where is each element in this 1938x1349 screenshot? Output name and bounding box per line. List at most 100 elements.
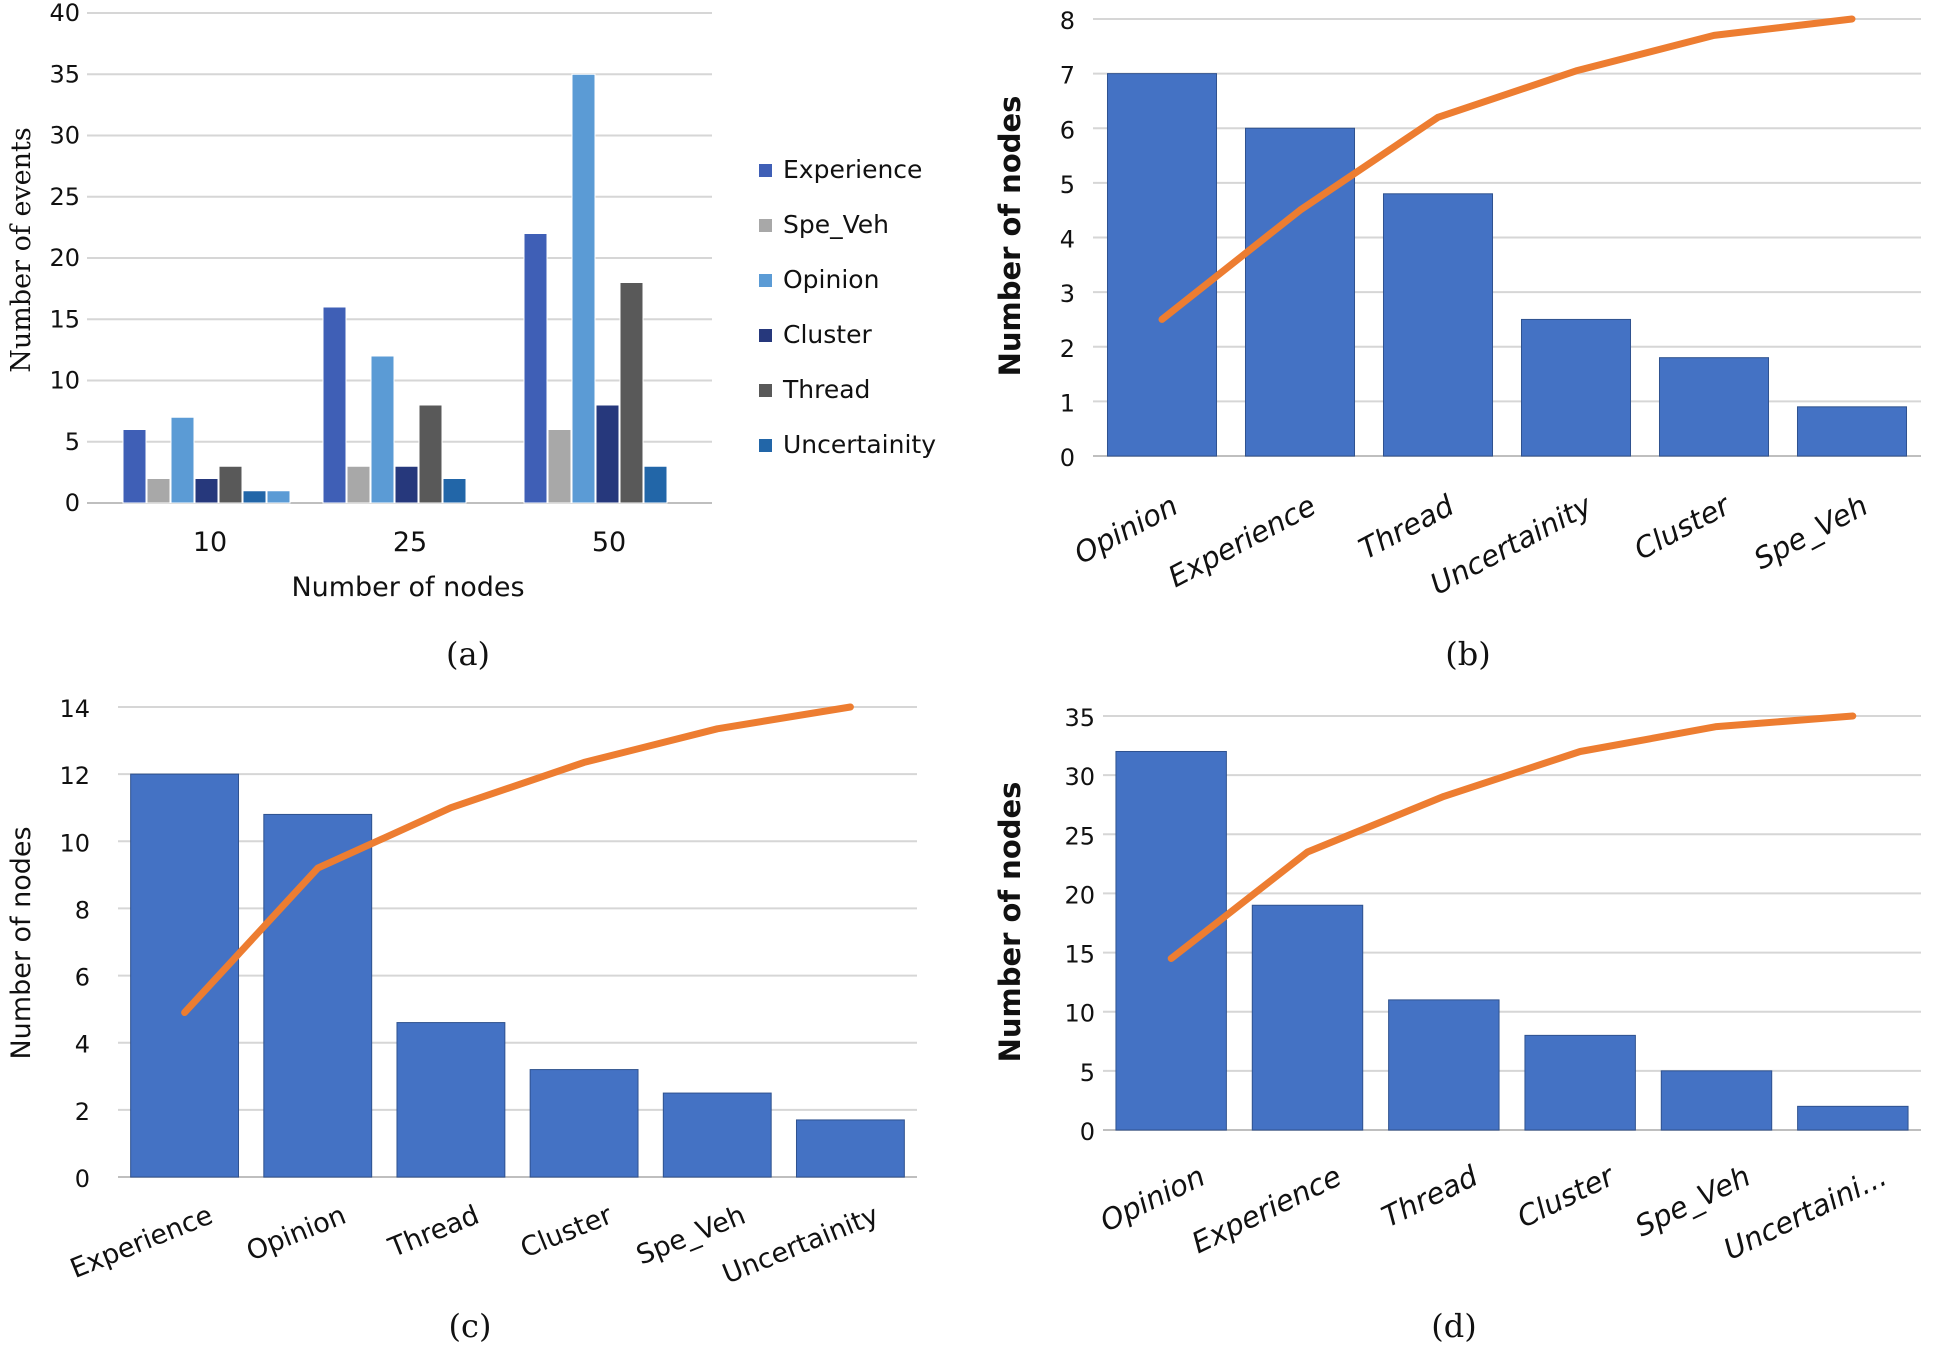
panel-d-cumulative-line (1167, 712, 1857, 962)
panel-a-y-tick-label: 40 (49, 0, 80, 27)
panel-c-bar (662, 1092, 772, 1178)
panel-c-bar (795, 1119, 905, 1178)
panel-a-caption: (a) (446, 635, 490, 673)
panel-a-bar-uncertainity (242, 490, 267, 504)
panel-a-bar-experience (122, 429, 147, 504)
panel-b-y-tick-label: 8 (1060, 7, 1075, 35)
panel-a-x-tick-labels: 10 25 50 (193, 527, 626, 558)
panel-a-legend-label: Opinion (783, 265, 879, 294)
panel-a-bar-thread (619, 282, 644, 504)
panel-a-bar-uncertainity (643, 465, 668, 504)
panel-a-legend-swatch (759, 384, 772, 397)
panel-c-bar (263, 813, 373, 1178)
panel-c-y-tick-label: 12 (59, 762, 90, 790)
panel-a-bar-cluster (194, 478, 219, 504)
panel-c-y-axis-label: Number of nodes (6, 826, 37, 1059)
panel-d-y-tick-label: 20 (1064, 881, 1095, 909)
panel-d-y-tick-label: 10 (1064, 1000, 1095, 1028)
panel-d-y-tick-labels: 0 5 10 15 20 25 30 35 (1064, 704, 1095, 1146)
panel-c-y-tick-label: 0 (75, 1165, 90, 1193)
panel-b-cumulative-line (1158, 15, 1856, 323)
panel-b-x-tick-label: Spe_Veh (1748, 488, 1873, 576)
panel-b-y-tick-label: 3 (1060, 280, 1075, 308)
panel-b-bar (1244, 127, 1356, 457)
panel-d-cumulative-line-path (1167, 712, 1857, 962)
panel-d-x-tick-label: Cluster (1512, 1158, 1621, 1235)
panel-b-bar (1520, 318, 1632, 457)
panel-a-bar-opinion (370, 355, 395, 504)
panel-b-bar (1796, 406, 1908, 457)
panel-b-y-tick-label: 0 (1060, 444, 1075, 472)
panel-d-y-tick-label: 15 (1064, 941, 1095, 969)
panel-b-caption: (b) (1445, 635, 1490, 673)
panel-a-y-tick-label: 35 (49, 60, 80, 88)
panel-a-y-axis-label: Number of events (6, 127, 37, 373)
panel-a-x-axis-label: Number of nodes (291, 572, 524, 603)
panel-c-y-tick-label: 6 (75, 964, 90, 992)
panel-a-legend-label: Uncertainity (783, 430, 936, 459)
panel-b-y-axis-label: Number of nodes (993, 96, 1027, 377)
panel-c-x-tick-label: Thread (383, 1200, 483, 1264)
panel-d-y-tick-label: 30 (1064, 763, 1095, 791)
panel-d-x-tick-label: Thread (1376, 1158, 1483, 1234)
panel-c-x-tick-label: Cluster (516, 1199, 617, 1264)
panel-a-y-tick-label: 20 (49, 244, 80, 272)
panel-d-caption: (d) (1431, 1307, 1476, 1345)
panel-c-x-tick-label: Opinion (242, 1200, 350, 1268)
panel-b-x-tick-label: Cluster (1628, 487, 1737, 566)
panel-b-y-tick-label: 5 (1060, 171, 1075, 199)
panel-b-gridlines (1093, 18, 1921, 457)
panel-d-bar (1251, 904, 1364, 1131)
panel-a-legend-swatch (759, 439, 772, 452)
panel-a-y-tick-label: 10 (49, 367, 80, 395)
panel-a-bars (122, 73, 668, 504)
panel-c-x-tick-labels: Experience Opinion Thread Cluster Spe_VehUnc… (66, 1199, 883, 1290)
panel-a-legend-label: Cluster (783, 320, 872, 349)
panel-d-x-tick-label: Experience (1186, 1159, 1346, 1260)
panel-a-legend-swatch (759, 164, 772, 177)
panel-d-bar (1524, 1034, 1636, 1131)
panel-a-legend-label: Spe_Veh (783, 210, 889, 239)
panel-a-bar-uncertainity (442, 478, 467, 504)
panel-a-legend-swatch (759, 274, 772, 287)
panel-a-bar-opinion (170, 416, 195, 504)
panel-b-x-tick-label: Thread (1353, 488, 1460, 566)
panel-b-y-tick-label: 6 (1060, 116, 1075, 144)
panel-a-y-tick-label: 0 (65, 489, 80, 517)
panel-b-x-tick-label: Opinion (1069, 488, 1184, 571)
panel-a-x-tick-label: 10 (193, 527, 227, 558)
panel-a-legend-label: Thread (782, 375, 870, 404)
panel-c-bar (529, 1069, 639, 1178)
panel-a-bar-spe-veh (547, 429, 572, 504)
panel-d-bar (1115, 750, 1227, 1131)
chart-panel-a: 0 5 10 15 20 25 30 35 40 10 25 50 Number of events… (6, 0, 936, 673)
panel-c-cumulative-line-path (181, 703, 854, 1016)
panel-b-y-tick-label: 2 (1060, 335, 1075, 363)
panel-a-x-tick-label: 50 (592, 527, 626, 558)
panel-a-bar-cluster (394, 465, 419, 504)
panel-b-y-tick-labels: 0 1 2 3 4 5 6 7 8 (1060, 7, 1075, 472)
panel-a-y-tick-label: 5 (65, 428, 80, 456)
panel-d-y-axis-label: Number of nodes (993, 782, 1027, 1063)
panel-c-gridlines (118, 706, 917, 1178)
panel-a-legend: Experience Spe_Veh Opinion Cluster Thread Unc… (759, 155, 936, 459)
panel-a-bar-cluster (595, 404, 620, 504)
panel-c-y-tick-labels: 0 2 4 6 8 10 12 14 (59, 695, 90, 1193)
panel-d-bar (1660, 1070, 1773, 1131)
panel-a-y-tick-labels: 0 5 10 15 20 25 30 35 40 (49, 0, 80, 517)
panel-c-y-tick-label: 8 (75, 896, 90, 924)
panel-a-legend-swatch (759, 329, 772, 342)
panel-d-y-tick-label: 35 (1064, 704, 1095, 732)
panel-c-y-tick-label: 14 (59, 695, 90, 723)
panel-c-y-tick-label: 2 (75, 1098, 90, 1126)
panel-a-bar-opinion (571, 73, 596, 504)
panel-a-legend-label: Experience (783, 155, 922, 184)
panel-a-bar-experience (523, 233, 548, 504)
panel-a-bar-thread (218, 465, 243, 504)
chart-panel-c: 0 2 4 6 8 10 12 14 Experience Opinion Thread Clust… (6, 695, 917, 1345)
